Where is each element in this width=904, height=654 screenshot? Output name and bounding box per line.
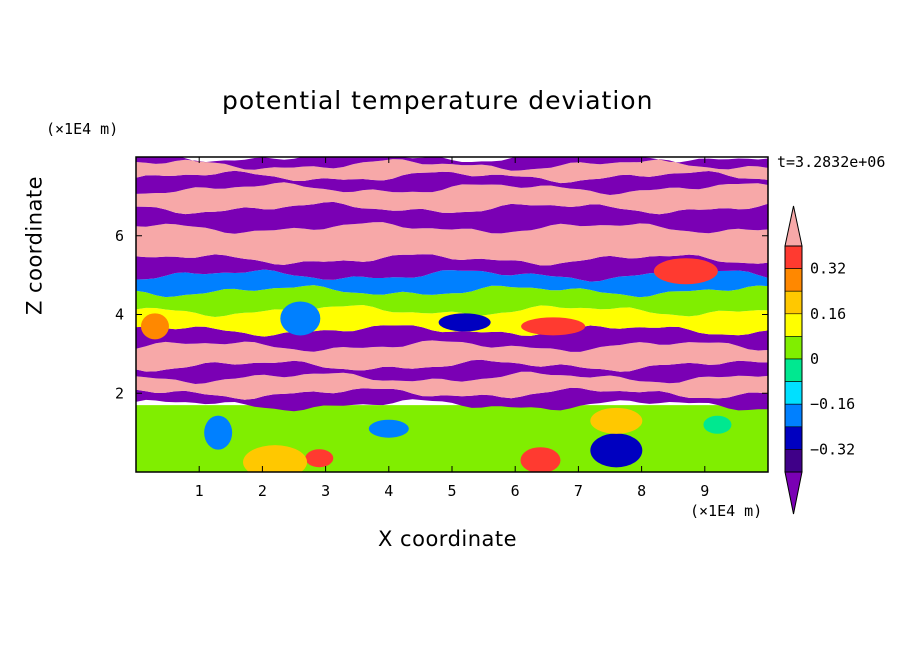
contour-layer [136,159,768,184]
contour-layer [136,222,768,266]
contour-feature [243,445,308,472]
contour-feature [703,415,732,434]
contour-feature [653,258,718,285]
x-tick-label: 7 [574,482,583,500]
contour-layer [136,182,768,215]
contour-feature [305,449,334,468]
contour-layer [136,201,768,234]
plot-area [136,157,768,472]
colorbar: 0.32 0.16 0 −0.16 −0.32 [784,205,855,515]
contour-layer [136,371,768,400]
x-tick-label: 8 [637,482,646,500]
x-tick-label: 1 [195,482,204,500]
x-tick-label: 4 [384,482,393,500]
colorbar-top-arrow [784,205,803,247]
x-tick-label: 3 [321,482,330,500]
contour-feature [280,301,321,336]
contour-layer [136,170,768,195]
x-tick-label: 9 [700,482,709,500]
colorbar-box [784,403,803,428]
x-tick-label: 6 [511,482,520,500]
colorbar-box [784,358,803,382]
colorbar-box [784,290,803,315]
colorbar-label: 0.32 [810,260,846,278]
colorbar-box [784,336,803,360]
colorbar-box [784,268,803,292]
colorbar-label: −0.16 [810,395,855,413]
contour-layer [136,359,768,384]
y-tick-label: 6 [115,227,124,245]
colorbar-box [784,245,803,269]
x-axis-label: X coordinate [378,527,518,551]
z-axis-unit: (×1E4 m) [46,120,119,138]
contour-layer [136,157,768,171]
colorbar-frame [784,245,803,473]
contour-layer [136,387,768,412]
axis-ticks: 1 2 3 4 5 6 7 8 9 2 4 6 [115,157,768,500]
contour-feature [521,317,586,336]
colorbar-bottom-arrow [784,471,803,515]
contour-feature [520,447,561,472]
x-axis-unit: (×1E4 m) [690,502,763,520]
colorbar-label: −0.32 [810,440,855,458]
colorbar-box [784,426,803,450]
contour-layer [136,254,768,282]
x-tick-label: 2 [258,482,267,500]
contour-feature [590,407,643,434]
x-tick-label: 5 [447,482,456,500]
colorbar-label: 0 [810,350,819,368]
colorbar-box [784,381,803,405]
colorbar-box [784,449,803,473]
contour-feature [438,313,491,332]
contour-feature [590,433,643,468]
contour-layer [136,340,768,372]
colorbar-label: 0.16 [810,305,846,323]
chart-title: potential temperature deviation [222,86,654,115]
colorbar-box [784,313,803,337]
contour-layer [136,269,768,298]
contour-feature [204,415,233,450]
y-tick-label: 2 [115,384,124,402]
contour-feature [140,313,169,340]
time-label: t=3.2832e+06 [777,153,886,171]
y-tick-label: 4 [115,306,124,324]
contour-feature [368,419,409,438]
